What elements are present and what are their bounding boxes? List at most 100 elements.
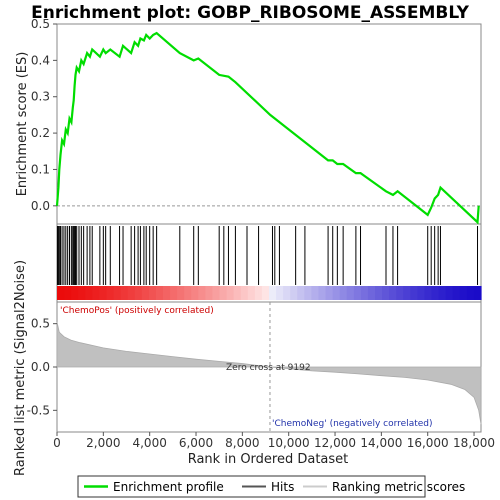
- colorbar-segment: [78, 286, 86, 300]
- colorbar-segment: [261, 286, 270, 300]
- colorbar-segment: [353, 286, 362, 300]
- x-tick-label: 4,000: [132, 436, 166, 450]
- colorbar-segment: [240, 286, 249, 300]
- colorbar-segment: [304, 286, 312, 300]
- x-axis-ticks: 0 2,000 4,000 6,000 8,000 10,000 12,000 14,000 1…: [53, 432, 495, 450]
- colorbar-segment: [99, 286, 108, 300]
- colorbar-segment: [85, 286, 93, 300]
- legend-label-ranking-metric-scores: Ranking metric scores: [332, 480, 465, 494]
- colorbar-segment: [311, 286, 320, 300]
- x-axis-label: Rank in Ordered Dataset: [188, 452, 349, 467]
- zero-cross-label: Zero cross at 9192: [226, 363, 311, 373]
- colorbar-segment: [332, 286, 341, 300]
- colorbar-segment: [134, 286, 143, 300]
- metric-area-group: [56, 302, 482, 432]
- rank-colorbar: [57, 286, 482, 300]
- colorbar-segment: [71, 286, 79, 300]
- legend-label-enrichment-profile: Enrichment profile: [113, 480, 224, 494]
- colorbar-segment: [57, 286, 65, 300]
- colorbar-segment: [318, 286, 327, 300]
- colorbar-segment: [177, 286, 185, 300]
- ranking-metric-area: [56, 321, 482, 425]
- colorbar-segment: [452, 286, 461, 300]
- colorbar-segment: [375, 286, 383, 300]
- es-panel-frame: [56, 23, 482, 225]
- es-y-axis-label: Enrichment score (ES): [15, 52, 30, 197]
- es-y-tick-label: 0.3: [31, 90, 50, 104]
- colorbar-segment: [141, 286, 150, 300]
- colorbar-segment: [155, 286, 164, 300]
- colorbar-segment: [148, 286, 157, 300]
- x-tick-label: 18,000: [453, 436, 495, 450]
- enrichment-profile-line: [55, 31, 480, 225]
- colorbar-segment: [127, 286, 136, 300]
- colorbar-segment: [184, 286, 192, 300]
- colorbar-segment: [212, 286, 221, 300]
- colorbar-segment: [198, 286, 206, 300]
- x-tick-label: 0: [53, 436, 61, 450]
- x-tick-label: 12,000: [314, 436, 356, 450]
- x-tick-label: 6,000: [179, 436, 213, 450]
- positive-correlation-label: 'ChemoPos' (positively correlated): [60, 306, 214, 316]
- metric-y-tick-label: -0.5: [27, 403, 50, 417]
- colorbar-segment: [410, 286, 418, 300]
- hits-group: [56, 226, 479, 285]
- colorbar-segment: [431, 286, 440, 300]
- metric-y-ticks: 0.5 0.0 -0.5: [27, 317, 57, 417]
- es-y-tick-label: 0.1: [31, 162, 50, 176]
- colorbar-segment: [459, 286, 468, 300]
- metric-y-axis-label: Ranked list metric (Signal2Noise): [13, 260, 28, 476]
- colorbar-segment: [233, 286, 242, 300]
- colorbar-segment: [64, 286, 72, 300]
- colorbar-segment: [163, 286, 171, 300]
- x-tick-label: 8,000: [225, 436, 259, 450]
- colorbar-segment: [290, 286, 298, 300]
- enrichment-profile-group: [55, 31, 480, 225]
- colorbar-segment: [417, 286, 426, 300]
- colorbar-segment: [346, 286, 355, 300]
- colorbar-segment: [113, 286, 122, 300]
- colorbar-segment: [367, 286, 376, 300]
- colorbar-segment: [191, 286, 199, 300]
- legend-label-hits: Hits: [271, 480, 294, 494]
- x-tick-label: 10,000: [268, 436, 310, 450]
- colorbar-segment: [276, 286, 284, 300]
- negative-correlation-label: 'ChemoNeg' (negatively correlated): [272, 419, 433, 429]
- es-y-ticks: 0.0 0.1 0.2 0.3 0.4 0.5: [31, 17, 481, 213]
- chart-title: Enrichment plot: GOBP_RIBOSOME_ASSEMBLY: [31, 3, 469, 23]
- colorbar-segment: [466, 286, 475, 300]
- es-y-tick-label: 0.5: [31, 17, 50, 31]
- metric-y-tick-label: 0.5: [31, 317, 50, 331]
- colorbar-segment: [254, 286, 263, 300]
- es-y-tick-label: 0.0: [31, 199, 50, 213]
- colorbar-segment: [226, 286, 235, 300]
- x-tick-label: 14,000: [360, 436, 402, 450]
- colorbar-segment: [389, 286, 397, 300]
- colorbar-segment: [473, 286, 482, 300]
- es-y-tick-label: 0.2: [31, 126, 50, 140]
- colorbar-segment: [106, 286, 115, 300]
- es-y-tick-label: 0.4: [31, 53, 50, 67]
- colorbar-segment: [445, 286, 454, 300]
- colorbar-segment: [403, 286, 411, 300]
- colorbar-segment: [247, 286, 256, 300]
- colorbar-segment: [360, 286, 369, 300]
- colorbar-segment: [339, 286, 348, 300]
- colorbar-segment: [325, 286, 334, 300]
- colorbar-segment: [120, 286, 129, 300]
- colorbar-segment: [424, 286, 433, 300]
- colorbar-segment: [396, 286, 404, 300]
- colorbar-segment: [219, 286, 228, 300]
- colorbar-segment: [92, 286, 100, 300]
- colorbar-segment: [283, 286, 291, 300]
- x-tick-label: 2,000: [86, 436, 120, 450]
- colorbar-segment: [205, 286, 214, 300]
- colorbar-segment: [438, 286, 447, 300]
- colorbar-segment: [297, 286, 305, 300]
- colorbar-segment: [382, 286, 390, 300]
- x-tick-label: 16,000: [407, 436, 449, 450]
- colorbar-segment: [170, 286, 178, 300]
- metric-y-tick-label: 0.0: [31, 360, 50, 374]
- colorbar-segment: [269, 286, 277, 300]
